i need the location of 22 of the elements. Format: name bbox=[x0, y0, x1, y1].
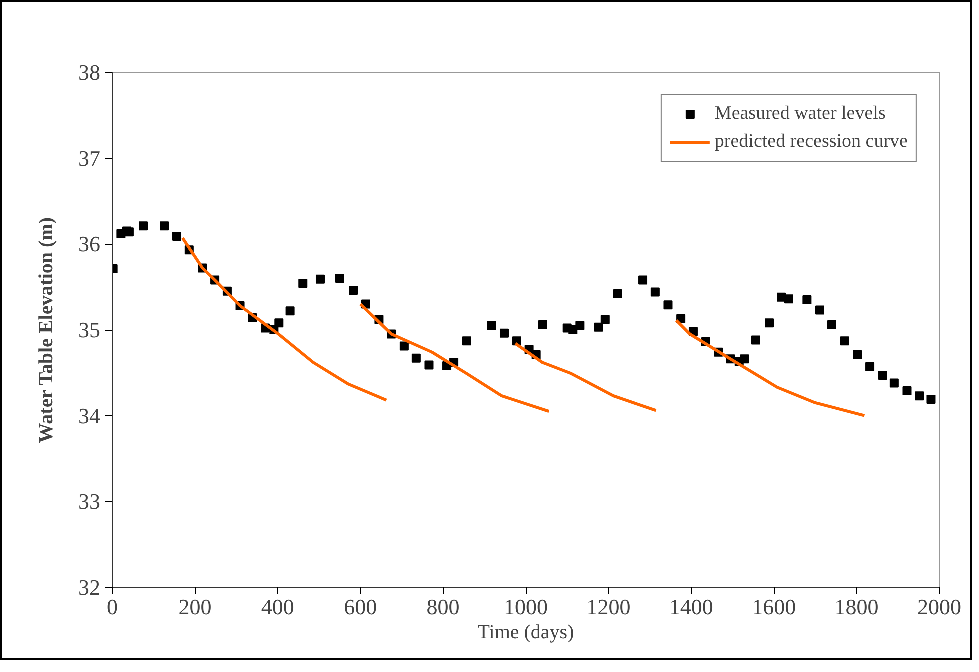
x-axis-title: Time (days) bbox=[478, 622, 574, 644]
x-tick-label: 0 bbox=[107, 594, 118, 620]
x-tick-label: 2000 bbox=[918, 594, 962, 620]
x-tick-label: 1600 bbox=[752, 594, 796, 620]
y-axis-title: Water Table Elevation (m) bbox=[36, 217, 58, 444]
y-tick-label: 35 bbox=[78, 318, 100, 342]
x-tick-label: 800 bbox=[426, 594, 460, 620]
x-tick-label: 200 bbox=[178, 594, 212, 620]
x-tick-label: 400 bbox=[261, 594, 294, 620]
y-tick-label: 37 bbox=[78, 146, 100, 171]
legend-label: Measured water levels bbox=[714, 103, 886, 125]
x-tick-label: 1000 bbox=[504, 594, 548, 620]
x-tick-label: 1800 bbox=[834, 594, 879, 620]
y-tick-label: 33 bbox=[78, 489, 100, 514]
y-tick-label: 32 bbox=[78, 575, 100, 600]
y-tick-label: 34 bbox=[78, 403, 100, 428]
x-tick-label: 1200 bbox=[586, 594, 631, 620]
y-tick-label: 38 bbox=[78, 60, 100, 85]
y-tick-label: 36 bbox=[78, 232, 100, 257]
x-tick-label: 600 bbox=[344, 594, 378, 620]
legend-label: predicted recession curve bbox=[714, 131, 908, 153]
x-tick-label: 1400 bbox=[669, 594, 714, 620]
